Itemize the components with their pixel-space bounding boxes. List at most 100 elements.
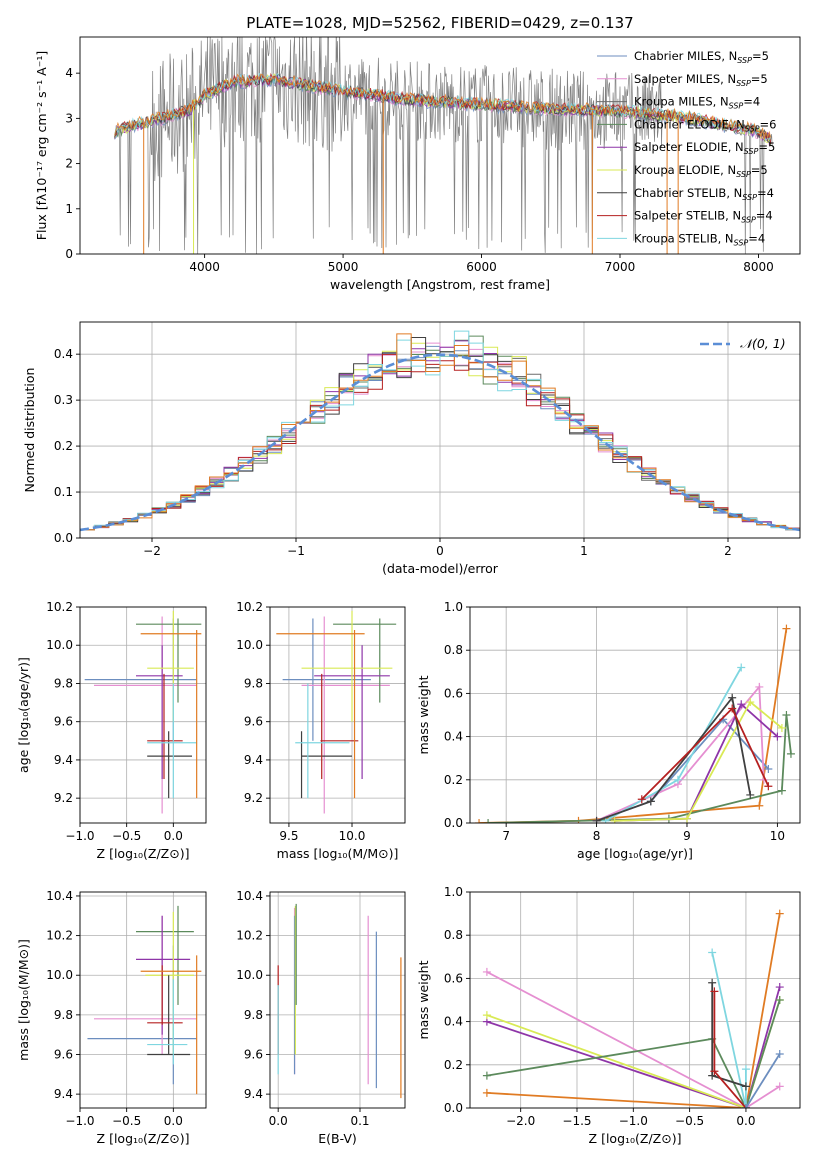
hist-ytick-label-4: 0.4 bbox=[54, 347, 73, 361]
p8-xtick-label-3: −0.5 bbox=[675, 1114, 704, 1128]
p4-xtick-label-0: 9.5 bbox=[279, 829, 298, 843]
p8-ylabel: mass weight bbox=[416, 960, 431, 1039]
spectrum-ytick-label-1: 1 bbox=[65, 202, 73, 216]
p8-line-4 bbox=[486, 999, 781, 1108]
p6-plot-area bbox=[87, 905, 202, 1095]
p5-ylabel: mass weight bbox=[416, 675, 431, 754]
p5-xtick-label-3: 10 bbox=[770, 829, 785, 843]
p4-plot-area bbox=[276, 610, 397, 814]
residual-histogram-panel: −2 −1 0 1 2 0.0 0.1 0.2 0.3 0.4 (data-model)/error… bbox=[22, 321, 801, 576]
spectrum-model-line-9 bbox=[114, 73, 772, 139]
p5-ytick-label-4: 0.8 bbox=[444, 643, 463, 657]
p5-xtick-label-2: 9 bbox=[683, 829, 691, 843]
p8-ytick-label-0: 0.0 bbox=[444, 1101, 463, 1115]
p5-marker-0-0 bbox=[475, 819, 484, 823]
p8-marker-8-1 bbox=[775, 1050, 784, 1058]
p4-ytick-label-0: 9.2 bbox=[244, 791, 263, 805]
p5-marker-7-0 bbox=[592, 816, 601, 823]
age-vs-mass-panel: 9.5 10.0 9.2 9.4 9.6 9.8 10.0 10.2 mass [log₁₀(M… bbox=[236, 600, 406, 861]
spectrum-xlabel: wavelength [Angstrom, rest frame] bbox=[330, 277, 550, 292]
spectrum-xtick-label-1: 5000 bbox=[328, 260, 359, 274]
p5-ytick-label-5: 1.0 bbox=[444, 600, 463, 614]
spectrum-ytick-label-4: 4 bbox=[65, 66, 73, 80]
p8-marker-6-2 bbox=[741, 1082, 750, 1091]
p4-frame bbox=[269, 606, 406, 824]
p4-ytick-label-4: 10.0 bbox=[236, 638, 263, 652]
p5-ytick-label-0: 0.0 bbox=[444, 816, 463, 830]
p8-marker-7-1 bbox=[710, 1067, 719, 1076]
spectrum-legend-label-1: Salpeter MILES, NSSP=5 bbox=[634, 72, 768, 88]
p8-frame bbox=[469, 891, 801, 1109]
spectrum-frame bbox=[79, 36, 801, 255]
p5-marker-8-0 bbox=[637, 795, 646, 804]
p8-marker-1-2 bbox=[775, 1082, 784, 1091]
p7-xlabel: E(B-V) bbox=[318, 1131, 357, 1146]
p6-ytick-label-0: 9.4 bbox=[54, 1087, 73, 1101]
p8-line-5 bbox=[711, 952, 747, 1108]
p5-marker-5-3 bbox=[773, 732, 782, 741]
p8-marker-3-0 bbox=[482, 1011, 491, 1020]
p5-frame bbox=[469, 606, 801, 824]
spectrum-xtick-label-2: 6000 bbox=[466, 260, 497, 274]
p8-marker-4-3 bbox=[775, 996, 784, 1004]
spectrum-xtick-label-0: 4000 bbox=[189, 260, 220, 274]
hist-ytick-label-0: 0.0 bbox=[54, 531, 73, 545]
p8-ytick-label-4: 0.8 bbox=[444, 928, 463, 942]
spectrum-legend-label-8: Kroupa STELIB, NSSP=4 bbox=[634, 231, 765, 247]
spectrum-legend-label-7: Salpeter STELIB, NSSP=4 bbox=[634, 209, 773, 225]
p5-ytick-label-1: 0.2 bbox=[444, 773, 463, 787]
p8-xtick-label-1: −1.5 bbox=[562, 1114, 591, 1128]
p5-ytick-label-3: 0.6 bbox=[444, 686, 463, 700]
p7-frame bbox=[269, 891, 406, 1109]
p5-marker-5-2 bbox=[737, 700, 746, 709]
spectrum-xtick-label-4: 8000 bbox=[743, 260, 774, 274]
p5-marker-0-3 bbox=[782, 624, 791, 633]
p7-xtick-label-0: 0.0 bbox=[269, 1114, 288, 1128]
p8-marker-5-0 bbox=[708, 948, 717, 957]
p7-ytick-label-3: 10.0 bbox=[236, 968, 263, 982]
p5-marker-6-0 bbox=[610, 816, 619, 823]
p8-line-2 bbox=[486, 986, 781, 1108]
p8-xlabel: Z [log₁₀(Z/Z⊙)] bbox=[589, 1131, 682, 1146]
hist-ytick-label-2: 0.2 bbox=[54, 439, 73, 453]
p5-marker-7-2 bbox=[728, 693, 737, 702]
p8-marker-7-0 bbox=[710, 987, 719, 996]
spectrum-legend-label-6: Chabrier STELIB, NSSP=4 bbox=[634, 186, 774, 202]
p7-plot-area bbox=[277, 903, 402, 1099]
p5-xlabel: age [log₁₀(age/yr)] bbox=[577, 846, 693, 861]
p6-xtick-label-0: −1.0 bbox=[65, 1114, 94, 1128]
spectrum-legend-label-5: Kroupa ELODIE, NSSP=5 bbox=[634, 163, 768, 179]
spectrum-plot-area bbox=[114, 37, 773, 254]
p3-ylabel: age [log₁₀(age/yr)] bbox=[16, 657, 31, 773]
hist-xtick-label-4: 2 bbox=[724, 544, 732, 558]
mass-vs-ebv-panel: 0.0 0.1 9.4 9.6 9.8 10.0 10.2 10.4 E(B-V) bbox=[236, 889, 406, 1146]
p3-ytick-label-5: 10.2 bbox=[46, 600, 73, 614]
p8-xtick-label-0: −2.0 bbox=[506, 1114, 535, 1128]
p8-marker-0-0 bbox=[482, 1088, 491, 1097]
p8-plot-area bbox=[482, 909, 784, 1108]
p3-xlabel: Z [log₁₀(Z/Z⊙)] bbox=[97, 846, 190, 861]
p8-marker-1-0 bbox=[482, 967, 491, 976]
p3-ytick-label-4: 10.0 bbox=[46, 638, 73, 652]
p8-marker-6-0 bbox=[708, 978, 717, 987]
hist-legend-label: 𝒩(0, 1) bbox=[740, 336, 786, 351]
p3-frame bbox=[79, 606, 207, 824]
p6-ytick-label-1: 9.6 bbox=[54, 1047, 73, 1061]
hist-ytick-label-1: 0.1 bbox=[54, 485, 73, 499]
p5-marker-2-3 bbox=[764, 765, 773, 773]
spectrum-panel: 4000 5000 6000 7000 8000 0 1 2 3 4 wavelength [Ang… bbox=[34, 36, 801, 292]
hist-xtick-label-3: 1 bbox=[580, 544, 588, 558]
p6-ytick-label-5: 10.4 bbox=[46, 889, 73, 903]
p3-ytick-label-2: 9.6 bbox=[54, 715, 73, 729]
spectrum-legend-label-0: Chabrier MILES, NSSP=5 bbox=[634, 49, 769, 65]
p8-xtick-label-2: −1.0 bbox=[619, 1114, 648, 1128]
p8-ytick-label-3: 0.6 bbox=[444, 971, 463, 985]
p5-marker-8-2 bbox=[764, 782, 773, 791]
p4-xtick-label-1: 10.0 bbox=[339, 829, 366, 843]
p4-ytick-label-3: 9.8 bbox=[244, 676, 263, 690]
p6-ytick-label-3: 10.0 bbox=[46, 968, 73, 982]
p5-marker-3-2 bbox=[755, 682, 764, 691]
spectrum-ytick-label-0: 0 bbox=[65, 247, 73, 261]
p8-marker-4-0 bbox=[482, 1071, 491, 1080]
